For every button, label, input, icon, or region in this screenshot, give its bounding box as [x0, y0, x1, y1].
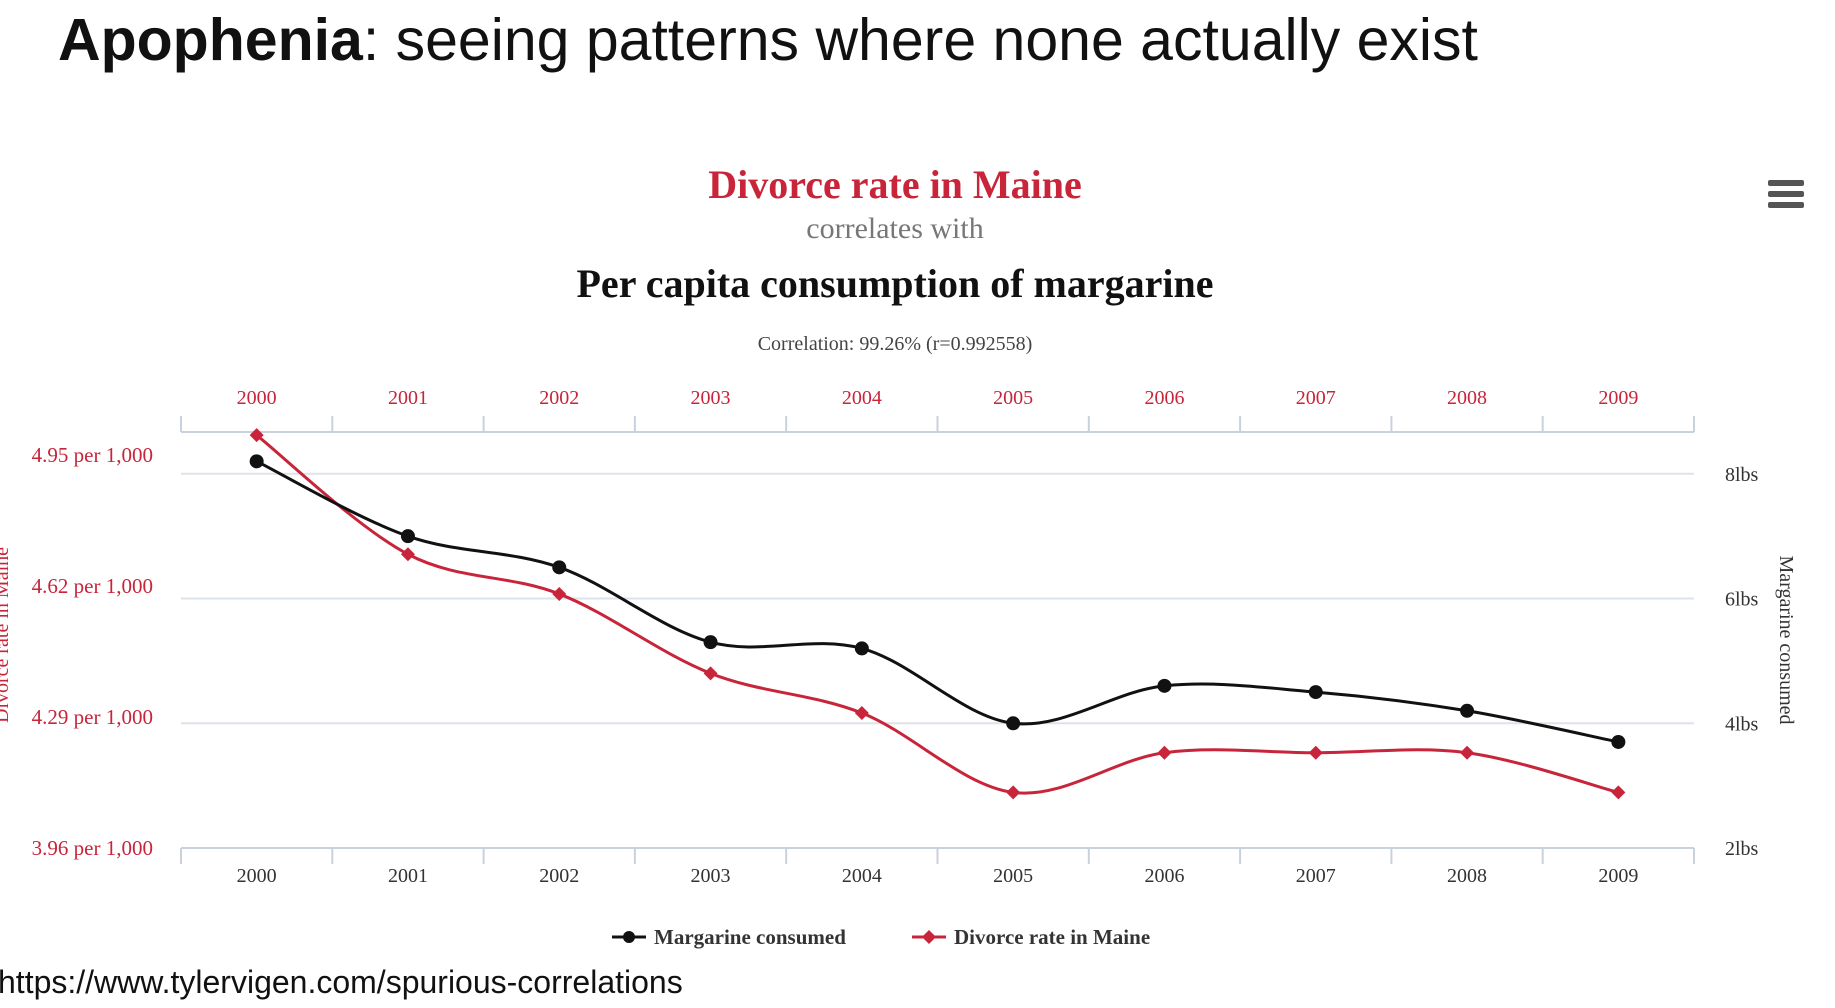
data-point-margarine	[552, 560, 567, 575]
legend-label-divorce: Divorce rate in Maine	[954, 925, 1150, 949]
x-tick-label: 2003	[691, 865, 731, 887]
left-tick-labels: 3.96 per 1,000 4.29 per 1,000 4.62 per 1,0…	[32, 443, 153, 860]
right-tick-label: 2lbs	[1725, 838, 1759, 860]
data-point-margarine	[1460, 703, 1475, 718]
x-tick-label-top: 2000	[237, 387, 277, 409]
data-point-divorce	[703, 666, 718, 681]
x-tick-label: 2000	[237, 865, 277, 887]
x-tick-label-top: 2004	[842, 387, 882, 409]
correlation-label: Correlation: 99.26% (r=0.992558)	[758, 333, 1033, 355]
grid-lines	[181, 472, 1694, 725]
x-tick-label: 2009	[1598, 865, 1638, 887]
data-point-divorce	[249, 428, 264, 443]
axes	[180, 416, 1695, 864]
series-line-divorce	[255, 433, 1619, 795]
data-point-divorce	[1460, 745, 1475, 760]
x-tick-label-top: 2003	[691, 387, 731, 409]
x-tick-label-top: 2005	[993, 387, 1033, 409]
slide-heading: Apophenia: seeing patterns where none ac…	[58, 6, 1478, 74]
right-tick-label: 6lbs	[1725, 589, 1759, 611]
series-line-margarine	[255, 459, 1619, 744]
chart-title-secondary: Per capita consumption of margarine	[577, 261, 1214, 306]
left-tick-label: 4.62 per 1,000	[32, 574, 153, 598]
data-point-margarine	[854, 641, 869, 656]
right-axis-label: Margarine consumed	[1775, 555, 1797, 724]
x-tick-label-top: 2001	[388, 387, 428, 409]
left-tick-label: 4.95 per 1,000	[32, 443, 153, 467]
data-point-margarine	[703, 635, 718, 650]
x-tick-label: 2001	[388, 865, 428, 887]
data-point-divorce	[400, 547, 415, 562]
data-point-divorce	[854, 706, 869, 721]
data-point-divorce	[1611, 785, 1626, 800]
legend-marker-divorce	[922, 930, 936, 944]
x-tick-label-top: 2009	[1598, 387, 1638, 409]
chart: Divorce rate in Maine correlates with Pe…	[0, 162, 1797, 949]
data-point-divorce	[1157, 745, 1172, 760]
left-tick-label: 3.96 per 1,000	[32, 836, 153, 860]
x-tick-labels-bottom: 2000 2001 2002 2003 2004 2005 2006 2007 2008 2009	[237, 865, 1639, 887]
x-tick-label-top: 2006	[1144, 387, 1184, 409]
data-point-divorce	[1308, 745, 1323, 760]
x-tick-label: 2005	[993, 865, 1033, 887]
x-tick-label: 2004	[842, 865, 882, 887]
x-tick-labels-top: 2000 2001 2002 2003 2004 2005 2006 2007 2008 2009	[237, 387, 1639, 409]
x-tick-label-top: 2008	[1447, 387, 1487, 409]
data-point-margarine	[249, 454, 264, 469]
right-tick-labels: 2lbs 4lbs 6lbs 8lbs	[1725, 464, 1759, 860]
hamburger-menu-icon[interactable]	[1768, 180, 1804, 210]
chart-title: Divorce rate in Maine	[708, 162, 1082, 207]
x-tick-label: 2002	[539, 865, 579, 887]
data-point-margarine	[400, 529, 415, 544]
right-tick-label: 8lbs	[1725, 464, 1759, 486]
legend-marker-margarine	[623, 931, 635, 943]
x-tick-label-top: 2007	[1296, 387, 1336, 409]
data-point-margarine	[1157, 678, 1172, 693]
heading-term: Apophenia	[58, 7, 363, 73]
x-tick-label-top: 2002	[539, 387, 579, 409]
series-group	[249, 428, 1626, 800]
data-point-margarine	[1308, 685, 1323, 700]
x-tick-label: 2006	[1144, 865, 1184, 887]
left-tick-label: 4.29 per 1,000	[32, 705, 153, 729]
legend-label-margarine: Margarine consumed	[654, 925, 846, 949]
right-tick-label: 4lbs	[1725, 713, 1759, 735]
x-tick-label: 2007	[1296, 865, 1336, 887]
left-axis-label: Divorce rate in Maine	[0, 547, 13, 723]
data-point-divorce	[552, 586, 567, 601]
heading-definition: : seeing patterns where none actually ex…	[362, 7, 1478, 73]
x-tick-label: 2008	[1447, 865, 1487, 887]
legend[interactable]: Margarine consumed Divorce rate in Maine	[612, 925, 1150, 949]
data-point-margarine	[1611, 734, 1626, 749]
data-point-divorce	[1006, 785, 1021, 800]
chart-subtitle: correlates with	[806, 212, 983, 245]
data-point-margarine	[1006, 716, 1021, 731]
source-url[interactable]: https://www.tylervigen.com/spurious-corr…	[0, 964, 683, 1000]
